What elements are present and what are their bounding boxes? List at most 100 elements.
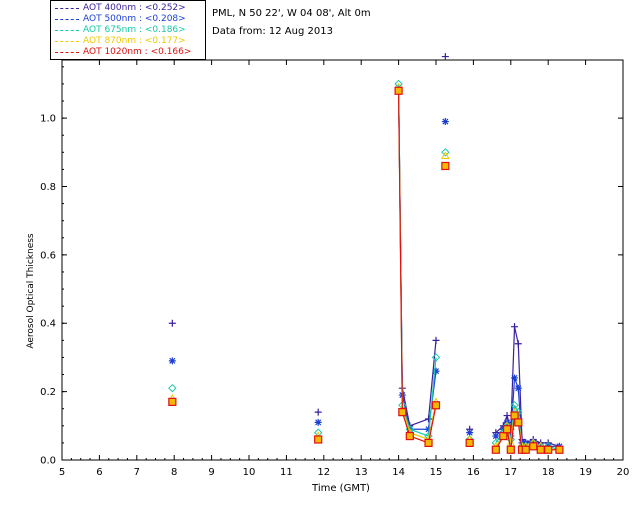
data-point <box>521 445 530 454</box>
data-point <box>441 151 450 160</box>
legend: AOT 400nm : <0.252> AOT 500nm : <0.208> … <box>50 0 206 60</box>
y-tick-label: 0.4 <box>40 319 56 330</box>
x-tick-label: 8 <box>171 467 177 478</box>
x-tick-label: 20 <box>617 467 630 478</box>
legend-label: AOT 500nm : <0.208> <box>83 14 186 24</box>
y-tick-label: 0.0 <box>40 456 56 467</box>
data-point <box>425 425 433 433</box>
series-line-segment <box>409 428 429 437</box>
chart-axes: 5 6 7 8 9 10 11 12 13 14 15 16 17 18 19 20 0.0 0.2 0.4 0.6 0… <box>40 59 630 478</box>
series-group <box>167 82 564 454</box>
series-group <box>168 83 563 450</box>
legend-label: AOT 400nm : <0.252> <box>83 3 186 13</box>
data-point <box>555 445 564 454</box>
series-line-segment <box>510 415 516 450</box>
series-line-segment <box>513 326 519 344</box>
x-tick-label: 16 <box>467 467 480 478</box>
data-point <box>441 53 449 61</box>
data-point <box>314 435 323 444</box>
data-point <box>441 148 450 157</box>
data-point <box>314 418 322 426</box>
data-point <box>431 353 441 362</box>
data-point <box>506 445 515 454</box>
data-point <box>466 429 474 437</box>
legend-swatch <box>55 19 79 20</box>
data-point <box>510 411 519 420</box>
legend-label: AOT 675nm : <0.186> <box>83 25 186 35</box>
data-point <box>168 383 177 393</box>
x-tick-label: 7 <box>134 467 140 478</box>
chart-series <box>167 53 564 454</box>
data-point <box>499 431 508 441</box>
legend-item: AOT 500nm : <0.208> <box>51 14 207 25</box>
x-axis-label: Time (GMT) <box>311 483 370 494</box>
x-tick-label: 17 <box>504 467 517 478</box>
legend-label: AOT 1020nm : <0.166> <box>83 47 192 57</box>
x-tick-label: 5 <box>59 467 65 478</box>
x-tick-label: 6 <box>96 467 102 478</box>
series-line-segment <box>427 340 437 420</box>
x-tick-label: 10 <box>243 467 256 478</box>
y-tick-label: 0.8 <box>40 182 56 193</box>
data-point <box>441 161 450 171</box>
data-point <box>441 118 449 126</box>
series-line-segment <box>514 405 519 413</box>
plot-frame <box>61 59 624 461</box>
x-tick-label: 19 <box>579 467 592 478</box>
legend-swatch <box>55 41 79 42</box>
x-tick-label: 15 <box>430 467 443 478</box>
data-point <box>536 445 545 454</box>
x-tick-label: 11 <box>280 467 293 478</box>
data-point <box>511 323 519 331</box>
data-point <box>405 431 414 441</box>
data-point <box>425 415 433 423</box>
y-tick-label: 1.0 <box>40 114 56 125</box>
legend-item: AOT 1020nm : <0.166> <box>51 47 207 58</box>
series-line-segment <box>409 418 429 427</box>
data-point <box>431 401 441 410</box>
y-axis-label: Aerosol Optical Thickness <box>26 233 36 349</box>
x-tick-label: 13 <box>355 467 368 478</box>
series-line-segment <box>398 90 403 413</box>
site-info: PML, N 50 22', W 04 08', Alt 0m <box>212 8 371 19</box>
data-point <box>314 408 322 416</box>
series-line-segment <box>517 422 523 450</box>
data-point <box>503 412 511 420</box>
data-point <box>514 418 523 427</box>
data-point <box>514 340 522 348</box>
data-point <box>168 319 176 327</box>
data-point <box>502 425 512 434</box>
legend-item: AOT 870nm : <0.177> <box>51 36 207 47</box>
data-point <box>168 397 177 406</box>
series-group <box>168 53 563 450</box>
data-point <box>544 445 553 454</box>
series-line-segment <box>427 405 437 444</box>
legend-swatch <box>55 30 79 31</box>
x-tick-label: 12 <box>317 467 330 478</box>
data-point <box>168 357 176 365</box>
data-point <box>491 445 500 454</box>
legend-label: AOT 870nm : <0.177> <box>83 36 186 46</box>
data-point <box>514 384 522 392</box>
series-line-segment <box>427 357 437 437</box>
x-tick-label: 9 <box>208 467 214 478</box>
data-point <box>529 442 538 451</box>
data-point <box>424 438 433 448</box>
data-point <box>492 432 500 440</box>
series-line-segment <box>495 425 504 434</box>
data-point <box>465 438 474 448</box>
y-tick-label: 0.6 <box>40 250 56 261</box>
date-info: Data from: 12 Aug 2013 <box>212 26 333 37</box>
data-point <box>398 408 407 417</box>
series-line-segment <box>517 388 523 443</box>
data-point <box>432 336 440 344</box>
series-group <box>168 79 564 454</box>
x-tick-label: 14 <box>392 467 405 478</box>
legend-item: AOT 675nm : <0.186> <box>51 25 207 36</box>
x-tick-label: 18 <box>542 467 555 478</box>
y-tick-label: 0.2 <box>40 387 56 398</box>
series-line-segment <box>513 377 519 389</box>
legend-swatch <box>55 8 79 9</box>
data-point <box>394 86 403 95</box>
